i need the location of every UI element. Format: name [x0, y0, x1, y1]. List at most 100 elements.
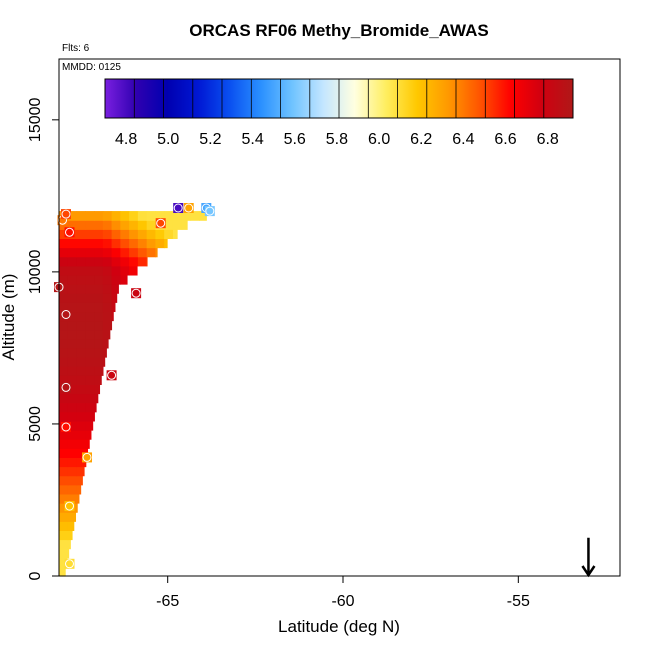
colorbar-tick-label: 5.2 [199, 131, 221, 148]
heatmap-cell [59, 320, 69, 331]
heatmap-cell [67, 393, 78, 404]
heatmap-cell [67, 484, 78, 495]
heatmap-cell [102, 274, 113, 285]
heatmap-cell [94, 220, 104, 230]
heatmap-cell [129, 229, 139, 240]
heatmap-cell [85, 430, 92, 440]
heatmap-cell [146, 238, 157, 249]
heatmap-cell [59, 566, 66, 577]
heatmap-cell [59, 521, 69, 531]
heatmap-cell [59, 430, 69, 440]
heatmap-cell [111, 229, 121, 240]
heatmap-cell [67, 320, 78, 331]
heatmap-cell [59, 238, 69, 249]
heatmap-cell [76, 347, 86, 358]
heatmap-cell [59, 393, 69, 404]
heatmap-cell [76, 375, 86, 385]
heatmap-cell [111, 238, 121, 249]
heatmap-cell [59, 439, 69, 449]
heatmap-cell [67, 512, 77, 522]
heatmap-cell [67, 247, 78, 258]
heatmap-cell [76, 411, 86, 422]
heatmap-field [59, 211, 207, 577]
heatmap-cell [67, 448, 78, 458]
colorbar-tick-label: 5.0 [157, 131, 179, 148]
heatmap-cell [94, 274, 104, 285]
heatmap-cell [76, 384, 86, 395]
observation-cell [64, 501, 75, 512]
heatmap-cell [94, 211, 104, 221]
heatmap-cell [111, 256, 121, 267]
heatmap-cell [67, 265, 78, 276]
observation-cell [61, 309, 71, 320]
heatmap-cell [102, 311, 113, 322]
heatmap-cell [59, 548, 69, 559]
heatmap-cell [67, 384, 78, 395]
heatmap-cell [129, 256, 139, 267]
x-tick-label: -65 [156, 593, 179, 610]
heatmap-cell [146, 211, 157, 221]
heatmap-cell [155, 238, 165, 249]
heatmap-cell [76, 338, 86, 349]
heatmap-cell [59, 475, 69, 486]
observation-cell [64, 227, 75, 238]
observation-cell [106, 370, 117, 381]
heatmap-cell [137, 247, 148, 258]
heatmap-cell [76, 220, 86, 230]
heatmap-cell [67, 329, 78, 340]
heatmap-cell [67, 457, 78, 468]
heatmap-cell [85, 411, 95, 422]
observation-cell [204, 206, 215, 217]
heatmap-cell [67, 539, 71, 550]
x-tick-label: -55 [507, 593, 530, 610]
heatmap-cell [94, 402, 97, 413]
heatmap-cell [129, 265, 138, 276]
heatmap-cell [94, 411, 95, 422]
heatmap-cell [102, 238, 113, 249]
heatmap-cell [94, 366, 104, 376]
heatmap-cell [85, 420, 94, 431]
heatmap-cell [76, 366, 86, 376]
x-axis-label: Latitude (deg N) [278, 617, 400, 636]
heatmap-cell [102, 366, 104, 376]
heatmap-cell [67, 493, 78, 504]
flights-note: Flts: 6 [62, 43, 90, 54]
arrow-head [581, 565, 596, 578]
colorbar-tick-label: 5.4 [241, 131, 263, 148]
heatmap-cell [76, 265, 86, 276]
heatmap-cell [111, 293, 118, 303]
chart-title: ORCAS RF06 Methy_Bromide_AWAS [189, 21, 488, 40]
heatmap-cell [76, 439, 86, 449]
heatmap-cell [181, 220, 188, 230]
heatmap-cell [59, 247, 69, 258]
heatmap-cell [102, 256, 113, 267]
heatmap-cell [59, 457, 69, 468]
observation-cell [173, 203, 184, 213]
colorbar-tick-label: 6.8 [537, 131, 559, 148]
heatmap-cell [76, 357, 86, 367]
heatmap-cell [190, 211, 200, 221]
colorbar-tick-label: 6.2 [410, 131, 432, 148]
heatmap-cell [172, 220, 183, 230]
colorbar-tick-label: 6.6 [494, 131, 516, 148]
heatmap-cell [67, 439, 78, 449]
heatmap-cell [59, 302, 69, 313]
heatmap-cell [67, 274, 78, 285]
observation-cell [61, 422, 71, 432]
heatmap-cell [94, 284, 104, 294]
heatmap-cell [111, 311, 114, 322]
heatmap-cell [67, 548, 70, 559]
heatmap-cell [59, 484, 69, 495]
colorbar-tick-label: 6.0 [368, 131, 390, 148]
heatmap-cell [67, 420, 78, 431]
heatmap-cell [94, 393, 99, 404]
heatmap-cell [111, 211, 121, 221]
heatmap-cell [164, 238, 168, 249]
observation-cell [131, 288, 142, 299]
heatmap-cell [120, 256, 130, 267]
heatmap-cell [59, 229, 69, 240]
heatmap-cell [85, 284, 95, 294]
heatmap-cell [59, 493, 69, 504]
heatmap-cell [155, 229, 165, 240]
